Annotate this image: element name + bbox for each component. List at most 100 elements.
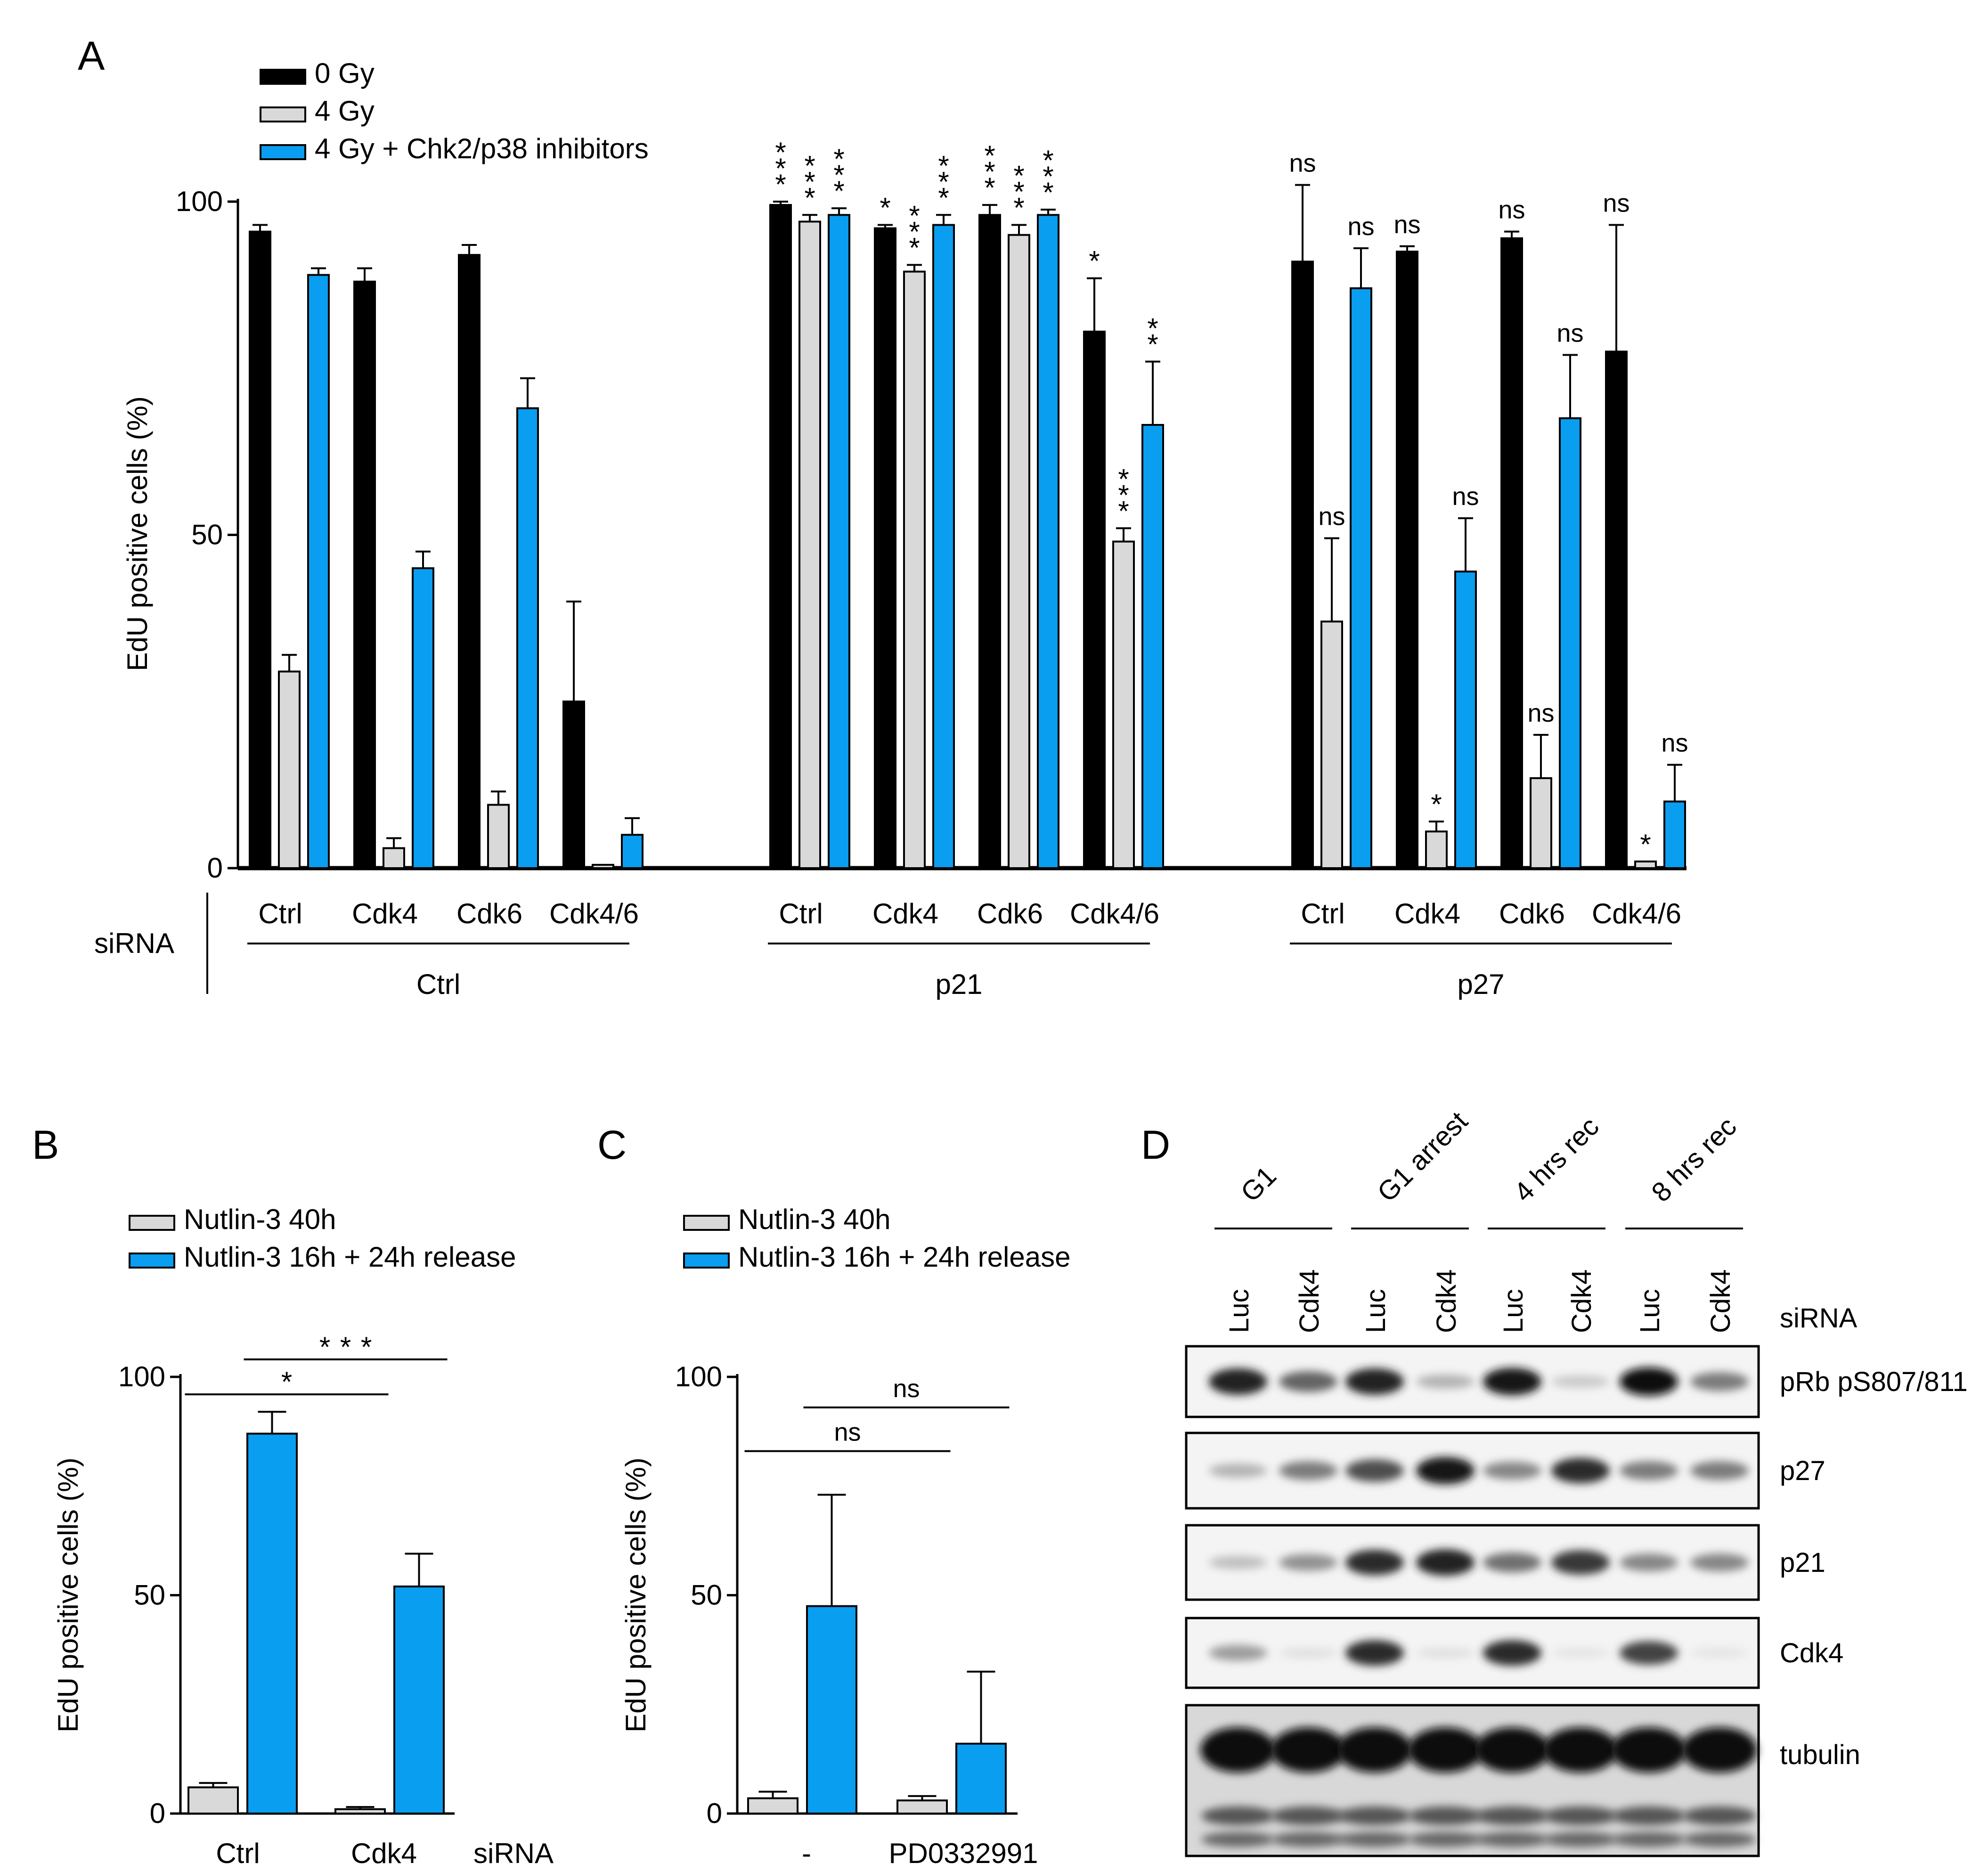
band (1683, 1832, 1756, 1847)
error-bar-a (1458, 517, 1473, 572)
x-tick-label-a: Ctrl (1301, 898, 1344, 929)
error-bar-a (1429, 820, 1444, 832)
significance-a: * (1640, 829, 1651, 860)
band (1543, 1727, 1618, 1773)
band (1682, 1727, 1757, 1773)
significance-a: ns (1603, 189, 1630, 218)
y-tick-label-b: 50 (134, 1579, 165, 1611)
error-bar-a (1353, 247, 1369, 288)
y-tick-label-c: 100 (675, 1361, 722, 1392)
bar-a (383, 847, 405, 870)
band (1483, 1553, 1541, 1572)
error-bar-a (802, 214, 817, 222)
error-bar-a (936, 214, 951, 225)
band (1345, 1459, 1404, 1482)
band (1416, 1457, 1475, 1484)
error-bar-c (967, 1670, 995, 1744)
significance-a: * (1089, 245, 1100, 277)
lane-group-label: siRNA (1780, 1303, 1858, 1334)
legend-a-1-label: 4 Gy (315, 95, 375, 127)
legend-a-0-swatch (260, 69, 306, 85)
y-tick-label-b: 100 (118, 1361, 165, 1392)
significance-a-star: * (1147, 313, 1158, 344)
significance-a: *** (909, 200, 920, 263)
significance-a-star: * (804, 150, 815, 181)
bar-a (1500, 237, 1523, 870)
significance-a: * (880, 192, 890, 224)
blot-label: p27 (1780, 1456, 1825, 1486)
significance-a-star: * (1013, 192, 1024, 224)
band (1683, 1806, 1756, 1825)
blot-label: p21 (1780, 1547, 1825, 1578)
bar-a (1396, 251, 1418, 869)
blot (1185, 1524, 1760, 1601)
band (1475, 1727, 1550, 1773)
lane-label: Luc (1498, 1289, 1529, 1333)
y-axis-label-b: EdU positive cells (%) (52, 1457, 84, 1733)
significance-a-star: * (1043, 145, 1053, 176)
band (1416, 1648, 1475, 1658)
error-bar-a (311, 267, 326, 275)
condition-label: 8 hrs rec (1646, 1111, 1743, 1208)
band (1475, 1832, 1549, 1847)
lane-label: Cdk4 (1431, 1269, 1462, 1333)
bar-c (806, 1605, 857, 1815)
bar-a (1350, 287, 1372, 870)
band (1690, 1461, 1749, 1480)
y-tick-label-b: 0 (150, 1798, 165, 1829)
legend-b-1-swatch (129, 1253, 175, 1269)
band (1690, 1372, 1749, 1391)
error-bar-a (1400, 245, 1415, 252)
bar-a (278, 670, 301, 869)
bar-b (246, 1432, 298, 1814)
error-bar-a (282, 654, 297, 672)
bar-a (1454, 570, 1477, 869)
blot-label: tubulin (1780, 1740, 1860, 1770)
chart-panel-b: Nutlin-3 40h Nutlin-3 16h + 24h release 0 5… (52, 1204, 554, 1869)
bar-a (353, 280, 376, 869)
error-bar-b (405, 1553, 433, 1586)
band (1483, 1462, 1541, 1480)
y-axis-label-c: EdU positive cells (%) (620, 1457, 652, 1733)
significance-a: *** (1013, 160, 1024, 224)
blot (1185, 1432, 1760, 1510)
error-bar-a (491, 790, 506, 805)
legend-c-1-label: Nutlin-3 16h + 24h release (738, 1241, 1070, 1273)
significance-a-star: * (1431, 789, 1442, 820)
significance-a: *** (1043, 145, 1053, 208)
error-bar-a (1563, 354, 1578, 418)
error-bar-a (1295, 184, 1310, 262)
significance-a-star: * (775, 137, 786, 168)
band (1201, 1806, 1275, 1825)
band (1612, 1806, 1686, 1825)
significance-a-star: * (804, 166, 815, 197)
lane-label: Cdk4 (1566, 1269, 1597, 1333)
bar-a (1112, 540, 1135, 869)
comparison-label-b: * (340, 1331, 351, 1363)
error-bar-a (462, 244, 477, 255)
lane-label: Luc (1361, 1289, 1391, 1333)
blot-label: pRb pS807/811 (1780, 1367, 1968, 1397)
bar-b (187, 1786, 239, 1814)
bar-a (487, 804, 510, 869)
significance-a-star: * (909, 216, 920, 247)
error-bar-a (1011, 224, 1027, 235)
error-bar-b (199, 1782, 228, 1788)
bar-a (307, 274, 330, 869)
significance-a-star: * (804, 182, 815, 213)
error-bar-b (346, 1806, 375, 1809)
band (1690, 1648, 1749, 1658)
x-tick-label-b: Cdk4 (351, 1838, 417, 1869)
bar-a (1559, 417, 1581, 869)
bar-a (1291, 260, 1314, 869)
band (1201, 1832, 1275, 1847)
x-suffix-label-b: siRNA (473, 1838, 554, 1869)
comparison-label-c: ns (834, 1418, 861, 1447)
legend-b-0-swatch (129, 1215, 175, 1231)
legend-b-1-label: Nutlin-3 16h + 24h release (184, 1241, 516, 1273)
band (1551, 1648, 1610, 1658)
significance-a-star: * (775, 153, 786, 184)
bar-a (621, 834, 644, 869)
band (1409, 1806, 1482, 1825)
band (1690, 1554, 1749, 1571)
